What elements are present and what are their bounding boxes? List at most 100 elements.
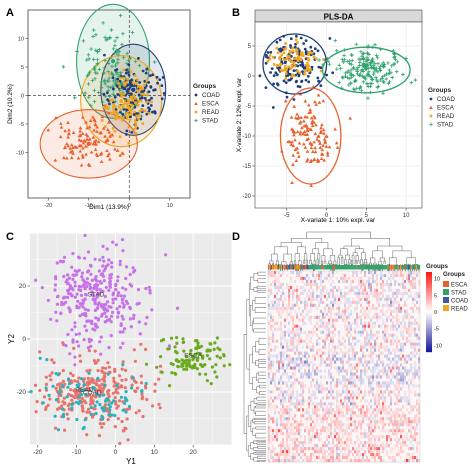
heatmap-cell [352, 420, 355, 424]
heatmap-cell [282, 354, 285, 358]
heatmap-cell [346, 369, 349, 373]
heatmap-cell [378, 324, 381, 328]
heatmap-cell [298, 306, 301, 310]
heatmap-cell [290, 348, 293, 352]
heatmap-cell [410, 390, 413, 394]
point-coad [299, 36, 303, 40]
heatmap-cell [394, 327, 397, 331]
point-stad [109, 272, 113, 277]
heatmap-cell [382, 279, 385, 284]
heatmap-cell [408, 294, 411, 298]
point-coad [162, 92, 166, 95]
heatmap-cell [338, 336, 341, 340]
point-esca [213, 341, 217, 345]
point-stad [373, 61, 377, 66]
heatmap-cell [276, 291, 279, 295]
heatmap-cell [368, 381, 371, 385]
heatmap-cell [338, 342, 341, 346]
heatmap-cell [410, 333, 413, 337]
heatmap-cell [282, 303, 285, 307]
heatmap-cell [324, 339, 327, 343]
heatmap-cell [390, 372, 393, 376]
heatmap-cell [286, 342, 289, 346]
point-esca [283, 99, 288, 103]
point-esca [71, 151, 75, 155]
x-tick-label: -10 [72, 449, 82, 456]
heatmap-cell [304, 351, 307, 355]
heatmap-cell [314, 396, 317, 400]
heatmap-cell [274, 273, 277, 278]
heatmap-cell [316, 351, 319, 355]
point-stad [361, 51, 366, 56]
point-esca [98, 131, 103, 135]
group-annotation-cell [272, 265, 274, 270]
point-esca [298, 132, 303, 136]
heatmap-cell [322, 318, 325, 322]
point-stad [107, 305, 111, 309]
heatmap-cell [288, 294, 291, 298]
heatmap-cell [340, 276, 343, 281]
heatmap-cell [286, 306, 289, 310]
heatmap-cell [294, 372, 297, 376]
heatmap-cell [286, 363, 289, 367]
heatmap-cell [402, 420, 405, 424]
group-annotation-cell [301, 265, 303, 270]
heatmap-cell [418, 408, 421, 412]
heatmap-cell [292, 348, 295, 352]
point-stad [401, 72, 405, 77]
point-read [128, 118, 132, 122]
heatmap-cell [346, 279, 349, 284]
heatmap-cell [414, 390, 417, 394]
y-tick-label: 5 [248, 44, 252, 50]
panel-a-letter: A [6, 7, 14, 19]
heatmap-cell [300, 312, 303, 316]
heatmap-cell [334, 348, 337, 352]
point-stad [90, 321, 94, 326]
point-stad [93, 277, 97, 281]
group-annotation-cell [389, 265, 391, 270]
heatmap-cell [290, 339, 293, 343]
heatmap-cell [274, 276, 277, 281]
point-read-coad [42, 395, 47, 399]
point-stad [374, 53, 379, 58]
heatmap-cell [404, 291, 407, 295]
point-esca [59, 125, 64, 129]
point-stad [61, 65, 66, 69]
heatmap-cell [272, 378, 275, 382]
point-stad [114, 282, 118, 286]
point-read [134, 101, 137, 104]
heatmap-cell [326, 324, 329, 328]
heatmap-cell [398, 288, 401, 292]
heatmap-cell [310, 315, 313, 319]
heatmap-cell [418, 405, 421, 409]
point-coad [126, 91, 129, 95]
heatmap-cell [298, 273, 301, 278]
point-read [137, 114, 141, 117]
heatmap-cell [368, 333, 371, 337]
point-read-coad [35, 400, 39, 404]
point-esca [81, 146, 85, 150]
heatmap-cell [352, 402, 355, 406]
point-read-coad [52, 361, 56, 365]
heatmap-cell [332, 354, 335, 358]
point-stad [136, 288, 141, 292]
heatmap-cell [316, 333, 319, 337]
point-esca [297, 141, 302, 145]
point-read-coad [81, 406, 85, 410]
heatmap-cell [292, 342, 295, 346]
heatmap-cell [342, 351, 345, 355]
heatmap-cell [414, 393, 417, 397]
point-esca [167, 347, 171, 351]
heatmap-cell [380, 315, 383, 319]
heatmap-cell [342, 411, 345, 415]
heatmap-cell [280, 345, 283, 349]
point-read [122, 117, 125, 120]
heatmap-cell [326, 381, 329, 385]
point-read [309, 51, 312, 54]
heatmap-cell [362, 354, 365, 358]
heatmap-cell [390, 369, 393, 373]
heatmap-cell [360, 333, 363, 337]
heatmap-cell [418, 384, 421, 388]
point-stad [65, 278, 69, 282]
heatmap-cell [298, 399, 301, 403]
